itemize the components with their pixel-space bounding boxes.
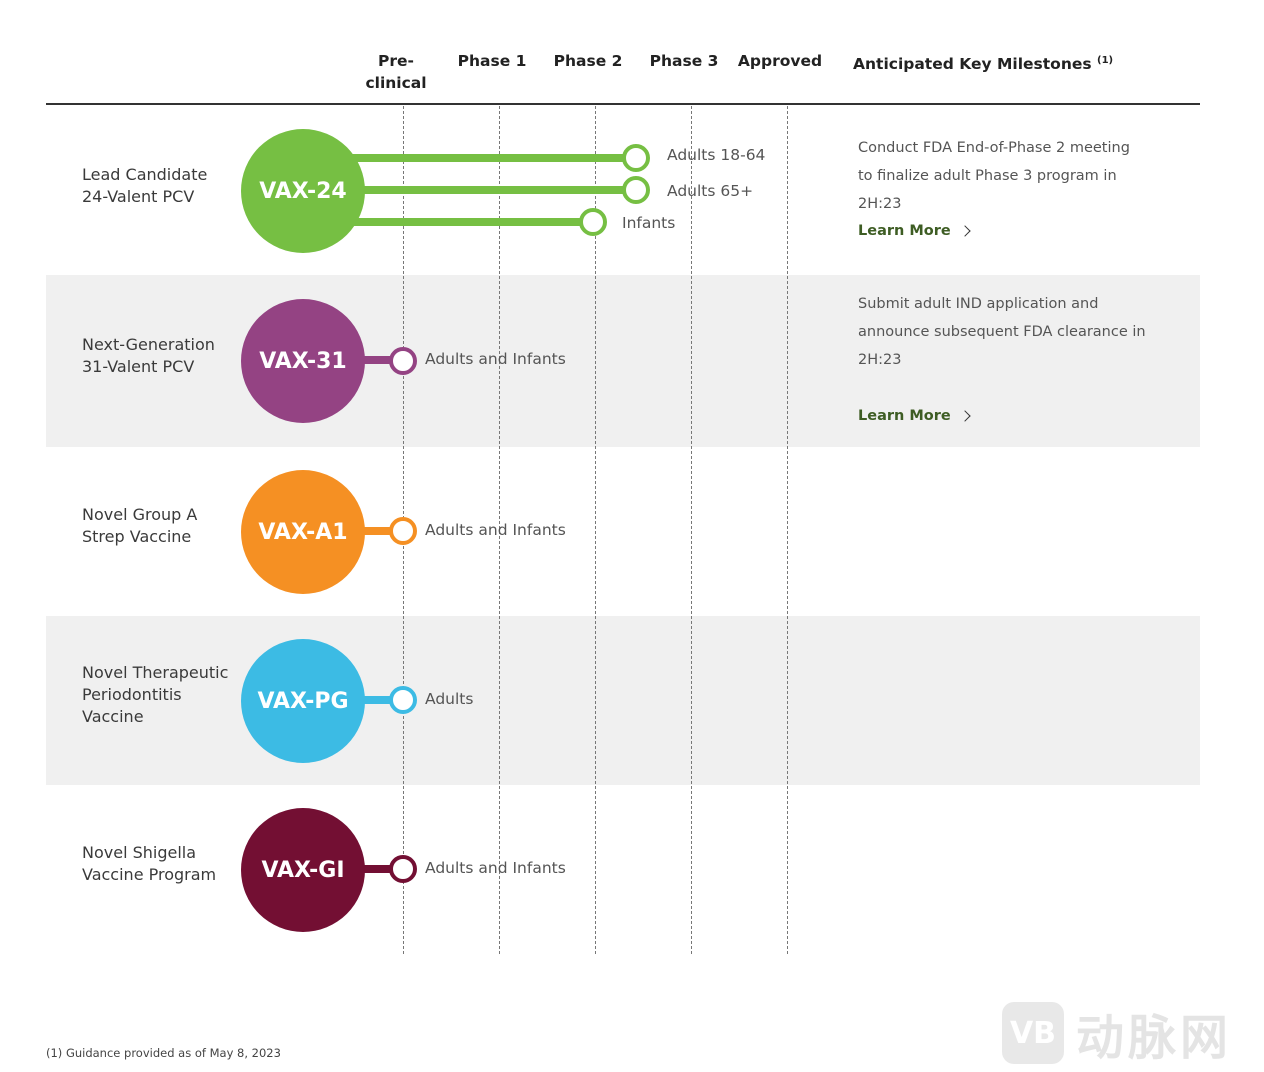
gridline-phase-3 [691, 106, 692, 954]
progress-knob-adults-65 [622, 176, 650, 204]
progress-knob-vax-31 [389, 347, 417, 375]
watermark-text: 动脉网 [1076, 1010, 1233, 1066]
progress-bar-adults-65 [350, 186, 630, 194]
segment-label-infants: Infants [622, 214, 676, 232]
row-band-vax-31 [46, 275, 1200, 447]
header-preclinical: Pre- clinical [365, 52, 427, 92]
program-bubble-vax-31: VAX-31 [241, 299, 365, 423]
header-rule [46, 103, 1200, 105]
segment-label-vax-gi: Adults and Infants [425, 859, 566, 877]
watermark: VB 动脉网 [1002, 998, 1232, 1068]
program-bubble-vax-24: VAX-24 [241, 129, 365, 253]
program-name-vax-31: Next-Generation 31-Valent PCV [82, 335, 215, 376]
segment-label-adults-18-64: Adults 18-64 [667, 146, 766, 164]
gridline-phase-1 [499, 106, 500, 954]
program-bubble-vax-a1: VAX-A1 [241, 470, 365, 594]
footnote-marker: (1) [1097, 55, 1114, 66]
progress-bar-vax-31 [350, 356, 394, 364]
header-milestones: Anticipated Key Milestones (1) [853, 55, 1114, 73]
learn-more-link-vax-31[interactable]: Learn More [858, 408, 971, 424]
header-phase-1: Phase 1 [457, 52, 527, 70]
header-phase-3: Phase 3 [649, 52, 719, 70]
segment-label-vax-31: Adults and Infants [425, 350, 566, 368]
progress-bar-vax-a1 [350, 527, 394, 535]
segment-label-vax-a1: Adults and Infants [425, 521, 566, 539]
header-phase-2: Phase 2 [553, 52, 623, 70]
progress-knob-vax-a1 [389, 517, 417, 545]
progress-knob-vax-pg [389, 686, 417, 714]
watermark-logo: VB [1002, 1002, 1064, 1064]
progress-knob-infants [579, 208, 607, 236]
progress-bar-adults-18-64 [350, 154, 630, 162]
learn-more-label: Learn More [858, 408, 951, 424]
gridline-approved [787, 106, 788, 954]
progress-knob-adults-18-64 [622, 144, 650, 172]
program-bubble-vax-gi: VAX-GI [241, 808, 365, 932]
progress-bar-vax-gi [350, 865, 394, 873]
milestone-text-vax-31: Submit adult IND application and announc… [858, 296, 1146, 368]
milestone-text-vax-24: Conduct FDA End-of-Phase 2 meeting to fi… [858, 140, 1130, 212]
gridline-phase-2 [595, 106, 596, 954]
progress-knob-vax-gi [389, 855, 417, 883]
chevron-right-icon [959, 410, 971, 422]
learn-more-link-vax-24[interactable]: Learn More [858, 223, 971, 239]
program-name-vax-a1: Novel Group A Strep Vaccine [82, 505, 198, 546]
learn-more-label: Learn More [858, 223, 951, 239]
progress-bar-vax-pg [350, 696, 394, 704]
chevron-right-icon [959, 225, 971, 237]
segment-label-vax-pg: Adults [425, 690, 474, 708]
segment-label-adults-65: Adults 65+ [667, 182, 754, 200]
row-band-vax-pg [46, 616, 1200, 785]
program-name-vax-pg: Novel Therapeutic Periodontitis Vaccine [82, 663, 229, 726]
program-bubble-vax-pg: VAX-PG [241, 639, 365, 763]
header-approved: Approved [737, 52, 823, 70]
footnote: (1) Guidance provided as of May 8, 2023 [46, 1046, 281, 1060]
program-name-vax-gi: Novel Shigella Vaccine Program [82, 843, 217, 884]
program-name-vax-24: Lead Candidate 24-Valent PCV [82, 165, 208, 206]
progress-bar-infants [350, 218, 586, 226]
